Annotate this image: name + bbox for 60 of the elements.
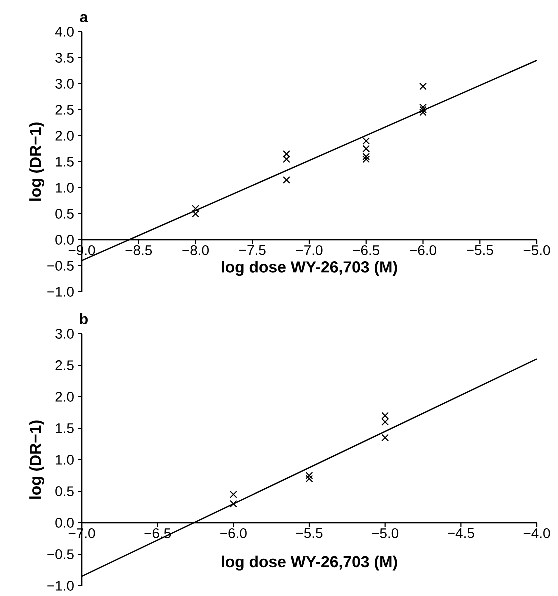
y-tick-label: −0.5: [48, 550, 74, 560]
y-axis-title: log (DR−1): [30, 122, 44, 201]
x-tick-label: −6.5: [353, 246, 380, 256]
point: [382, 412, 390, 420]
y-tick-label: 2.0: [56, 392, 74, 402]
point: [283, 150, 290, 158]
chart-title: a: [80, 14, 88, 22]
y-tick-label: −1.0: [48, 287, 74, 297]
x-tick-label: −5.0: [372, 528, 399, 538]
point: [420, 82, 427, 90]
y-tick-label: 2.5: [56, 105, 74, 115]
y-tick-label: 0.0: [56, 235, 74, 245]
point: [420, 104, 427, 112]
point: [306, 472, 314, 480]
point: [192, 210, 200, 218]
y-tick-label: 0.5: [56, 486, 74, 496]
y-tick-label: 0.5: [56, 209, 74, 219]
x-tick-label: −5.5: [296, 528, 323, 538]
x-tick-label: −6.0: [410, 246, 436, 256]
x-tick-label: −7.5: [240, 246, 266, 256]
point: [362, 153, 370, 161]
y-tick-label: 3.5: [56, 53, 74, 63]
y-tick-label: 2.5: [56, 360, 74, 370]
point: [420, 106, 427, 114]
x-tick-label: −6.0: [220, 528, 247, 538]
point: [230, 490, 238, 498]
x-tick-label: −7.0: [296, 246, 323, 256]
point: [382, 434, 390, 442]
point: [362, 156, 370, 164]
x-tick-label: −5.0: [524, 246, 550, 256]
chart-title: b: [80, 314, 88, 324]
y-tick-label: 2.0: [56, 131, 74, 141]
point: [283, 176, 290, 184]
point: [230, 500, 238, 508]
y-tick-label: 3.0: [56, 79, 74, 89]
y-tick-label: 3.0: [56, 329, 74, 339]
x-tick-label: −8.0: [182, 246, 209, 256]
point: [306, 475, 314, 483]
x-tick-label: −4.5: [448, 528, 474, 538]
x-tick-label: −5.5: [467, 246, 494, 256]
point: [382, 418, 390, 426]
y-tick-label: 1.5: [56, 157, 74, 167]
y-tick-label: 4.0: [55, 27, 74, 37]
point: [362, 145, 370, 153]
y-tick-label: 0.0: [56, 518, 74, 528]
y-tick-label: 1.0: [56, 455, 74, 465]
point: [362, 137, 370, 145]
y-tick-label: 1.0: [56, 183, 74, 193]
y-tick-label: −1.0: [48, 581, 74, 591]
y-axis-title: log (DR−1): [30, 420, 44, 499]
x-tick-label: −4.0: [524, 528, 550, 538]
y-tick-label: 1.5: [56, 424, 74, 434]
y-tick-label: −0.5: [48, 261, 74, 271]
point: [283, 156, 290, 164]
x-tick-label: −8.5: [126, 246, 152, 256]
point: [420, 108, 427, 116]
x-tick-label: −6.5: [144, 528, 172, 538]
point: [192, 205, 200, 213]
x-axis-title: log dose WY-26,703 (M): [222, 261, 398, 276]
x-axis-title: log dose WY-26,703 (M): [222, 556, 398, 571]
